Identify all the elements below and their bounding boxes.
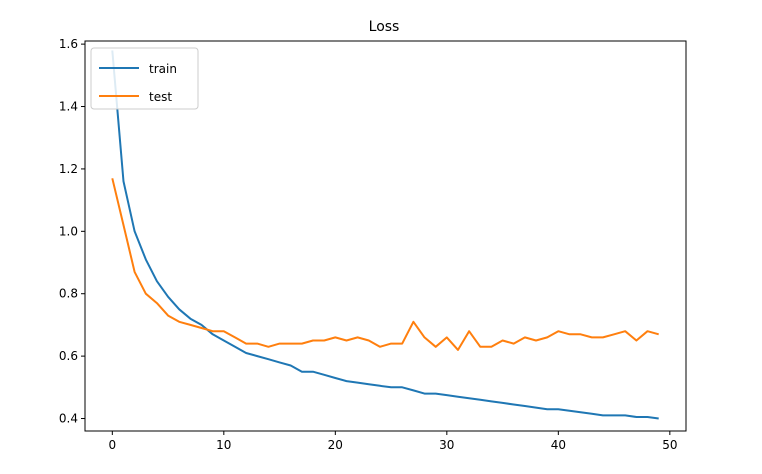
x-tick-label: 30 <box>439 438 454 452</box>
x-tick-label: 20 <box>328 438 343 452</box>
y-tick-label: 0.6 <box>59 349 78 363</box>
series-line-train <box>111 50 659 420</box>
plot-frame <box>84 40 687 432</box>
legend-box <box>90 47 199 110</box>
plot-lines <box>111 50 659 420</box>
y-tick-label: 1.2 <box>59 162 78 176</box>
y-tick-label: 1.6 <box>59 37 78 51</box>
x-tick-label: 50 <box>662 438 677 452</box>
legend-label-train: train <box>149 62 177 76</box>
x-tick-label: 0 <box>108 438 116 452</box>
y-tick-label: 0.8 <box>59 287 78 301</box>
y-tick-label: 1.0 <box>59 224 78 238</box>
legend-label-test: test <box>149 90 172 104</box>
chart-title: Loss <box>369 19 400 35</box>
y-tick-label: 0.4 <box>59 412 78 426</box>
y-tick-label: 1.4 <box>59 100 78 114</box>
legend: train test <box>90 47 199 110</box>
series-line-test <box>111 178 659 351</box>
x-axis-ticks: 0 10 20 30 40 50 <box>108 431 677 452</box>
y-axis-ticks: 0.4 0.6 0.8 1.0 1.2 1.4 1.6 <box>59 37 85 426</box>
x-tick-label: 40 <box>551 438 566 452</box>
x-tick-label: 10 <box>216 438 231 452</box>
